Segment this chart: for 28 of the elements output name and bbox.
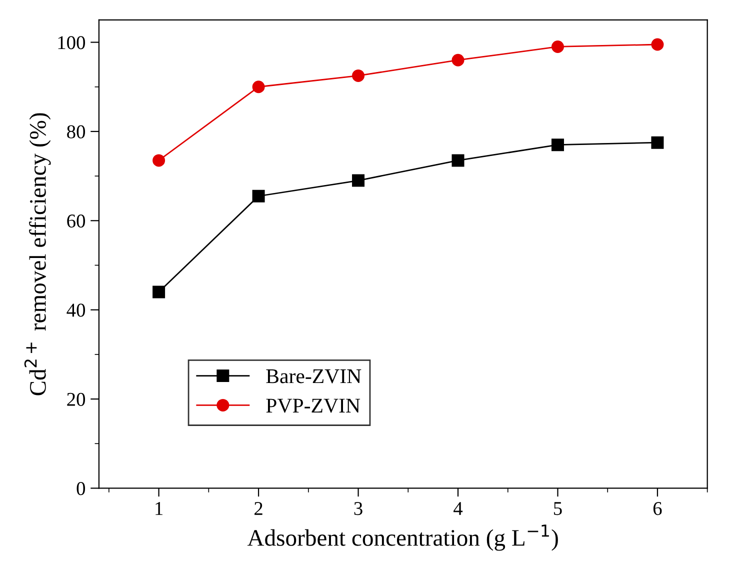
y-tick-label: 40 — [66, 304, 86, 317]
point — [352, 69, 365, 82]
point — [152, 286, 166, 298]
legend-label: PVP-ZVIN — [266, 398, 360, 413]
x-tick-label: 4 — [454, 502, 463, 515]
point — [152, 154, 166, 167]
x-tick-label: 1 — [156, 502, 162, 515]
point — [651, 136, 664, 149]
y-tick-label: 20 — [67, 392, 86, 406]
point — [651, 38, 664, 51]
x-tick-label: 6 — [653, 502, 662, 516]
x-tick-label: 5 — [554, 502, 562, 516]
point — [452, 154, 464, 167]
y-tick-label: 100 — [58, 36, 86, 50]
point — [252, 190, 265, 202]
point — [551, 138, 564, 152]
point — [551, 40, 564, 53]
y-axis-title: Cd$^{2+}$ removel efficiency (%) — [24, 113, 51, 396]
point — [352, 174, 365, 187]
x-tick-label: 2 — [254, 502, 262, 515]
point — [452, 54, 464, 66]
y-tick-label: 0 — [76, 482, 86, 496]
point — [252, 80, 265, 94]
y-tick-label: 80 — [67, 125, 86, 138]
legend-label: Bare-ZVIN — [266, 369, 362, 384]
y-tick-label: 60 — [67, 214, 86, 228]
x-axis-title: Adsorbent concentration (g L$^{−1}$) — [247, 524, 558, 551]
x-tick-label: 3 — [354, 502, 362, 516]
